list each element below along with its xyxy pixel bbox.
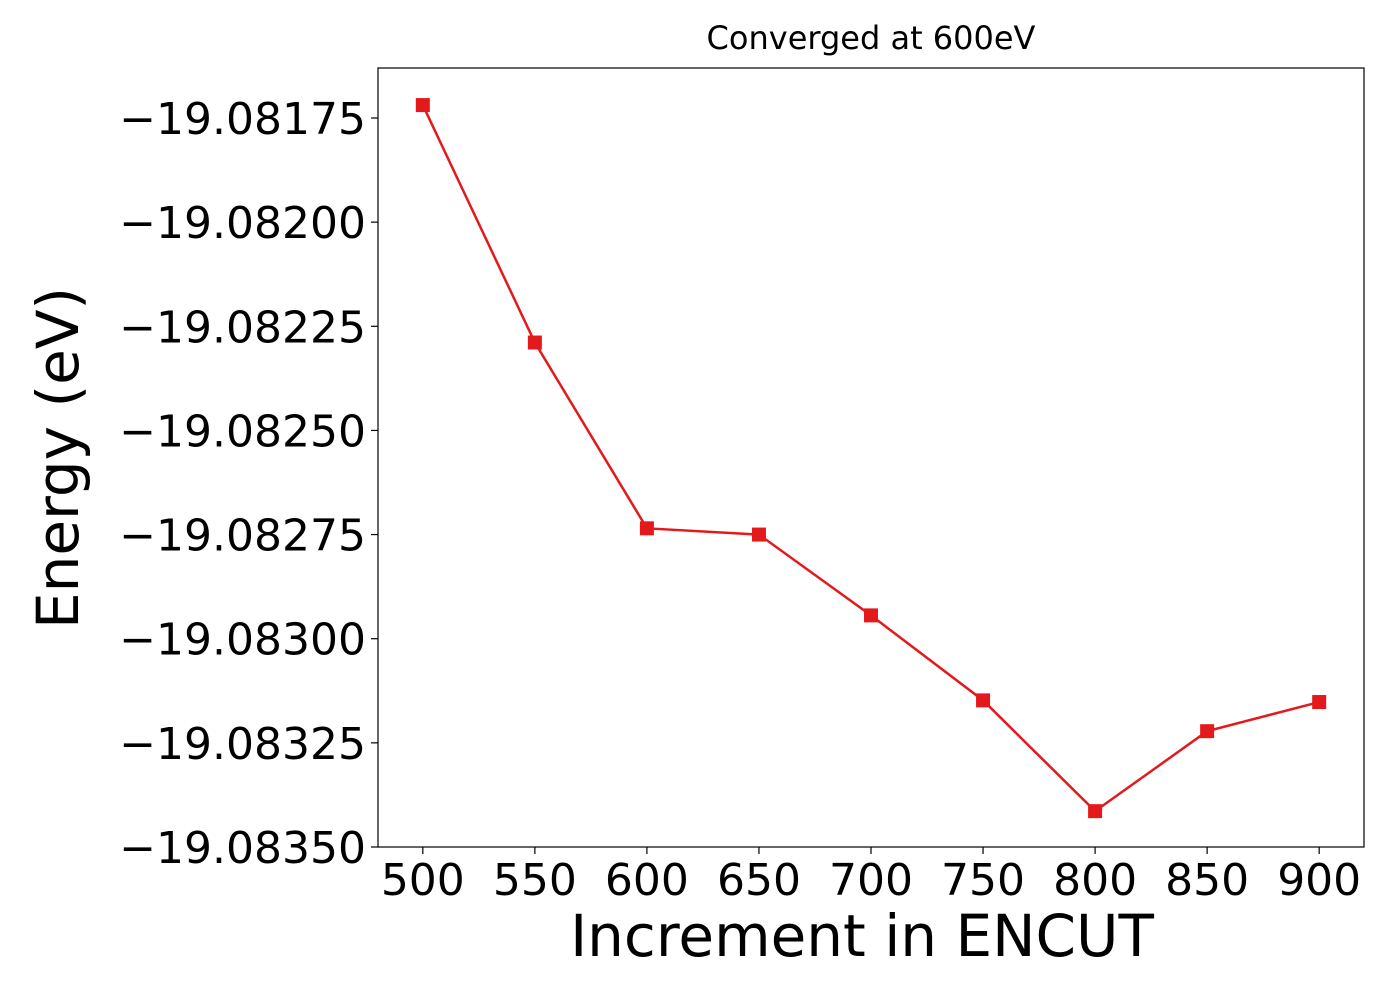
y-tick-label: −19.08200 xyxy=(119,198,366,249)
marker xyxy=(1200,724,1215,739)
marker xyxy=(751,527,766,542)
marker xyxy=(415,98,430,113)
x-tick-label: 750 xyxy=(941,855,1025,906)
x-tick-label: 800 xyxy=(1053,855,1137,906)
y-tick-label: −19.08300 xyxy=(119,615,366,666)
marker xyxy=(639,521,654,536)
x-tick-label: 700 xyxy=(829,855,913,906)
y-tick-label: −19.08325 xyxy=(119,719,366,770)
y-tick-label: −19.08275 xyxy=(119,511,366,562)
marker xyxy=(1312,695,1327,710)
y-tick-label: −19.08175 xyxy=(119,94,366,145)
chart-title: Converged at 600eV xyxy=(707,19,1036,57)
x-tick-label: 850 xyxy=(1165,855,1249,906)
x-tick-label: 650 xyxy=(717,855,801,906)
series-line xyxy=(421,104,1320,813)
y-tick-label: −19.08250 xyxy=(119,406,366,457)
y-tick-label: −19.08350 xyxy=(119,823,366,874)
y-tick-label: −19.08225 xyxy=(119,302,366,353)
marker xyxy=(1088,804,1103,819)
marker xyxy=(976,693,991,708)
x-tick-label: 900 xyxy=(1277,855,1361,906)
x-tick-label: 550 xyxy=(493,855,577,906)
x-tick-label: 500 xyxy=(381,855,465,906)
marker xyxy=(864,608,878,623)
y-axis-label: Energy (eV) xyxy=(24,287,92,629)
x-tick-label: 600 xyxy=(605,855,689,906)
marker xyxy=(527,335,542,350)
x-axis-label: Increment in ENCUT xyxy=(570,902,1154,970)
